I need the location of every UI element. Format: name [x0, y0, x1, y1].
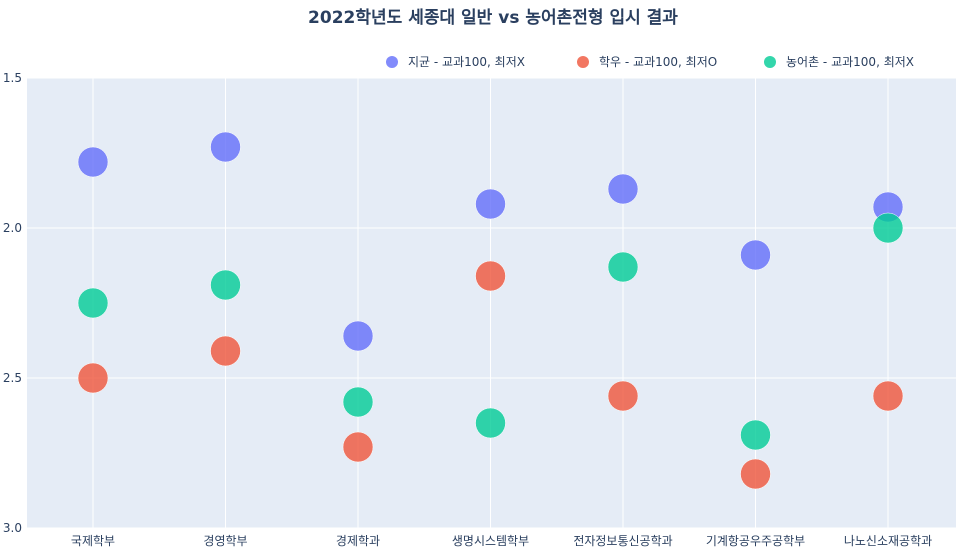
data-point[interactable] — [77, 146, 109, 178]
x-tick-label: 경영학부 — [203, 534, 247, 548]
legend-label: 학우 - 교과100, 최저O — [599, 55, 717, 69]
data-point[interactable] — [740, 419, 771, 451]
data-point[interactable] — [740, 239, 771, 271]
chart-title: 2022학년도 세종대 일반 vs 농어촌전형 입시 결과 — [308, 7, 678, 28]
data-point[interactable] — [342, 320, 374, 352]
y-axis: 1.5 2.0 2.5 3.0 — [3, 71, 22, 535]
data-point[interactable] — [210, 335, 241, 367]
data-point[interactable] — [872, 212, 904, 244]
legend-item[interactable]: 학우 - 교과100, 최저O — [577, 55, 717, 69]
legend-label: 지균 - 교과100, 최저X — [408, 55, 525, 69]
y-tick-label: 2.0 — [3, 221, 22, 235]
data-point[interactable] — [475, 260, 506, 292]
legend-marker — [386, 56, 398, 68]
data-point[interactable] — [740, 458, 771, 490]
x-tick-label: 국제학부 — [71, 534, 115, 548]
data-point[interactable] — [607, 251, 639, 283]
y-tick-label: 1.5 — [3, 71, 22, 85]
y-tick-label: 3.0 — [3, 521, 22, 535]
data-point[interactable] — [475, 188, 506, 220]
plot-area — [27, 78, 956, 528]
legend-item[interactable]: 농어촌 - 교과100, 최저X — [764, 55, 914, 69]
data-point[interactable] — [607, 173, 639, 205]
data-point[interactable] — [77, 362, 109, 394]
legend-marker — [764, 56, 776, 68]
data-point[interactable] — [77, 287, 109, 319]
data-point[interactable] — [342, 386, 374, 418]
legend: 지균 - 교과100, 최저X 학우 - 교과100, 최저O 농어촌 - 교과10… — [386, 55, 914, 69]
data-point[interactable] — [872, 380, 904, 412]
data-point[interactable] — [475, 407, 506, 439]
data-point[interactable] — [210, 131, 241, 163]
data-point[interactable] — [210, 269, 241, 301]
data-point[interactable] — [342, 431, 374, 463]
x-tick-label: 전자정보통신공학과 — [573, 534, 672, 548]
series-1 — [77, 131, 904, 352]
series-2 — [77, 260, 904, 490]
series-3 — [77, 212, 904, 451]
data-points — [77, 131, 904, 490]
x-axis: 국제학부 경영학부 경제학과 생명시스템학부 전자정보통신공학과 기계항공우주공학부 나노신… — [71, 534, 932, 548]
x-tick-label: 기계항공우주공학부 — [706, 534, 805, 548]
legend-label: 농어촌 - 교과100, 최저X — [786, 55, 914, 69]
x-tick-label: 생명시스템학부 — [452, 534, 529, 548]
legend-marker — [577, 56, 589, 68]
legend-item[interactable]: 지균 - 교과100, 최저X — [386, 55, 525, 69]
x-tick-label: 경제학과 — [336, 534, 380, 548]
x-tick-label: 나노신소재공학과 — [844, 534, 932, 548]
y-tick-label: 2.5 — [3, 371, 22, 385]
data-point[interactable] — [607, 380, 639, 412]
